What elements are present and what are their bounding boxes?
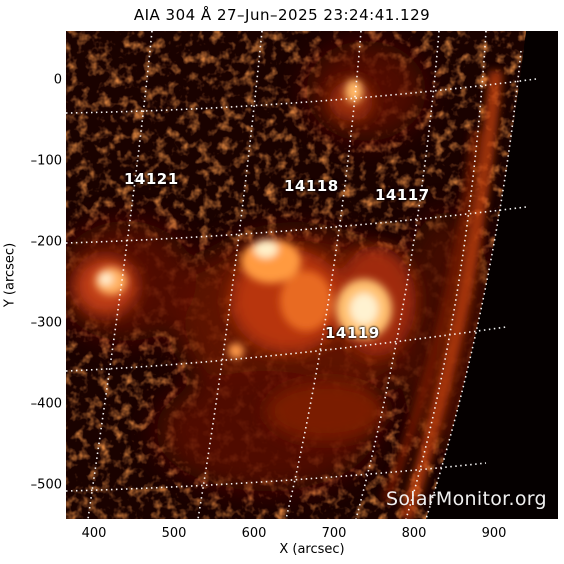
region-label-14117: 14117 [375, 186, 430, 204]
x-tick-label: 600 [241, 526, 267, 541]
x-tick-label: 500 [161, 526, 187, 541]
region-label-14119: 14119 [325, 324, 380, 342]
y-tick-label: 0 [53, 72, 62, 88]
solar-image: 14121 14118 14117 14119 SolarMonitor.org [66, 31, 558, 519]
y-tick-label: –500 [30, 477, 62, 493]
y-tick-label: –400 [30, 396, 62, 412]
x-axis-label: X (arcsec) [279, 542, 345, 557]
x-tick-label: 900 [481, 526, 507, 541]
y-tick-label: –300 [30, 315, 62, 331]
y-axis-label: Y (arcsec) [2, 242, 18, 308]
image-title: AIA 304 Å 27–Jun–2025 23:24:41.129 [133, 6, 431, 24]
region-label-14121: 14121 [124, 170, 179, 188]
region-label-14118: 14118 [284, 177, 339, 195]
credit-watermark: SolarMonitor.org [386, 488, 547, 510]
coordinate-grid [66, 31, 537, 519]
y-tick-label: –200 [30, 234, 62, 250]
y-tick-label: –100 [30, 153, 62, 169]
solar-disk-render [66, 31, 537, 519]
x-tick-label: 700 [321, 526, 347, 541]
x-tick-label: 400 [81, 526, 107, 541]
x-tick-label: 800 [401, 526, 427, 541]
